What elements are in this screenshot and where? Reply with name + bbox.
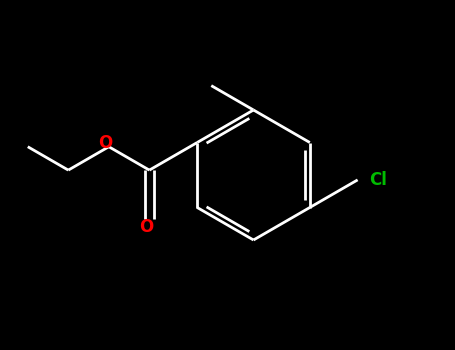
Text: O: O — [139, 218, 153, 236]
Text: O: O — [98, 134, 113, 153]
Text: Cl: Cl — [369, 171, 387, 189]
